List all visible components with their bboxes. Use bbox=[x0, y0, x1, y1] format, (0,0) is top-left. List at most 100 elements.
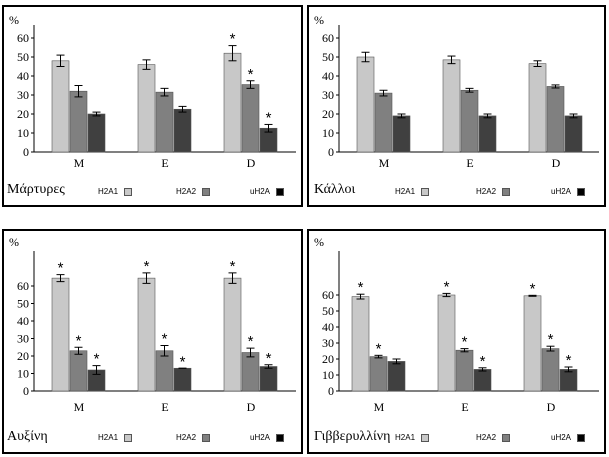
y-tick-label: 50 bbox=[17, 50, 29, 64]
x-tick-label: E bbox=[466, 156, 473, 170]
y-tick-label: 50 bbox=[17, 297, 29, 311]
y-tick-label: 40 bbox=[17, 69, 29, 83]
y-tick-label: 30 bbox=[17, 88, 29, 102]
chart-panel-controls: 0 10 20 30 40 50 60 M E * * * D % Μάρτυρες H2A1 H2A2… bbox=[2, 5, 303, 207]
legend-h2a2: H2A2 bbox=[476, 433, 511, 442]
bar bbox=[51, 60, 70, 153]
x-tick-label: E bbox=[461, 400, 468, 414]
y-tick-label: 10 bbox=[322, 368, 334, 382]
significance-star: * bbox=[266, 350, 272, 367]
bar bbox=[460, 89, 479, 153]
legend-uh2a: uH2A bbox=[551, 433, 586, 442]
bar bbox=[478, 115, 497, 153]
y-tick-label: 10 bbox=[322, 126, 334, 140]
bar bbox=[356, 56, 375, 153]
bar bbox=[173, 108, 192, 153]
y-tick-label: 30 bbox=[322, 88, 334, 102]
bar bbox=[173, 367, 192, 392]
x-tick-label: M bbox=[74, 400, 85, 414]
x-tick-label: M bbox=[74, 156, 85, 170]
significance-star: * bbox=[248, 66, 254, 83]
significance-star: * bbox=[248, 333, 254, 350]
bar bbox=[351, 296, 370, 392]
y-axis-label: % bbox=[9, 13, 19, 27]
bar bbox=[559, 369, 578, 392]
bar bbox=[155, 350, 174, 392]
significance-star: * bbox=[462, 334, 468, 351]
y-axis-label: % bbox=[9, 235, 19, 249]
y-tick-label: 50 bbox=[322, 304, 334, 318]
bar bbox=[155, 91, 174, 153]
y-tick-label: 0 bbox=[328, 145, 334, 159]
y-tick-label: 30 bbox=[322, 336, 334, 350]
legend-h2a1: H2A1 bbox=[395, 433, 430, 442]
chart-panel-gibberellin: 0 10 20 30 40 50 60 * * M * * * E * * * D % Γιββερυλλίνη … bbox=[307, 229, 606, 454]
chart-title: Αυξίνη bbox=[7, 429, 48, 444]
x-tick-label: D bbox=[552, 156, 561, 170]
y-tick-label: 50 bbox=[322, 50, 334, 64]
chart-title: Γιββερυλλίνη bbox=[314, 429, 391, 444]
bar bbox=[564, 115, 583, 153]
y-tick-label: 30 bbox=[17, 332, 29, 346]
y-tick-label: 60 bbox=[322, 288, 334, 302]
y-tick-label: 40 bbox=[322, 320, 334, 334]
legend-h2a2: H2A2 bbox=[176, 187, 211, 196]
significance-star: * bbox=[58, 260, 64, 277]
significance-star: * bbox=[530, 280, 536, 297]
x-tick-label: E bbox=[161, 400, 168, 414]
bar bbox=[387, 361, 406, 392]
significance-star: * bbox=[266, 109, 272, 126]
y-tick-label: 40 bbox=[17, 314, 29, 328]
y-tick-label: 0 bbox=[23, 384, 29, 398]
y-tick-label: 10 bbox=[17, 126, 29, 140]
bar bbox=[541, 348, 560, 392]
bar bbox=[442, 59, 461, 153]
bar bbox=[374, 92, 393, 153]
bar bbox=[455, 349, 474, 392]
y-tick-label: 60 bbox=[322, 31, 334, 45]
legend-h2a2: H2A2 bbox=[176, 433, 211, 442]
chart-plot: 0 10 20 30 40 50 60 M E * * * D bbox=[17, 25, 296, 170]
chart-panel-callus: 0 10 20 30 40 50 60 M E D % Κάλλοι H2A1 H2A2 uH2A bbox=[307, 5, 606, 207]
y-tick-label: 60 bbox=[17, 31, 29, 45]
legend-uh2a: uH2A bbox=[250, 187, 285, 196]
x-tick-label: E bbox=[161, 156, 168, 170]
significance-star: * bbox=[230, 258, 236, 275]
chart-title: Μάρτυρες bbox=[7, 182, 65, 197]
y-tick-label: 10 bbox=[17, 367, 29, 381]
chart-plot: 0 10 20 30 40 50 60 * * M * * * E * * * D bbox=[322, 251, 599, 414]
y-tick-label: 20 bbox=[322, 107, 334, 121]
significance-star: * bbox=[444, 278, 450, 295]
bar bbox=[51, 277, 70, 392]
y-tick-label: 20 bbox=[17, 349, 29, 363]
bar bbox=[523, 295, 542, 392]
chart-title: Κάλλοι bbox=[314, 182, 356, 197]
significance-star: * bbox=[180, 353, 186, 370]
legend-uh2a: uH2A bbox=[551, 187, 586, 196]
bar bbox=[223, 52, 242, 153]
bar bbox=[69, 350, 88, 392]
bar bbox=[137, 277, 156, 392]
legend-h2a1: H2A1 bbox=[98, 433, 133, 442]
y-tick-label: 60 bbox=[17, 279, 29, 293]
y-tick-label: 0 bbox=[23, 145, 29, 159]
x-tick-label: D bbox=[247, 400, 256, 414]
bar bbox=[546, 86, 565, 153]
bar bbox=[241, 352, 260, 392]
significance-star: * bbox=[376, 340, 382, 357]
significance-star: * bbox=[94, 351, 100, 368]
significance-star: * bbox=[76, 332, 82, 349]
bar bbox=[528, 63, 547, 153]
chart-plot: 0 10 20 30 40 50 60 * * * M * * * E * * * D bbox=[17, 251, 296, 414]
bar bbox=[392, 115, 411, 153]
legend-h2a1: H2A1 bbox=[98, 187, 133, 196]
significance-star: * bbox=[230, 31, 236, 48]
significance-star: * bbox=[566, 352, 572, 369]
legend-h2a1: H2A1 bbox=[395, 187, 430, 196]
legend-uh2a: uH2A bbox=[250, 433, 285, 442]
significance-star: * bbox=[548, 331, 554, 348]
x-tick-label: M bbox=[379, 156, 390, 170]
x-tick-label: M bbox=[374, 400, 385, 414]
chart-plot: 0 10 20 30 40 50 60 M E D bbox=[322, 25, 599, 170]
significance-star: * bbox=[358, 279, 364, 296]
